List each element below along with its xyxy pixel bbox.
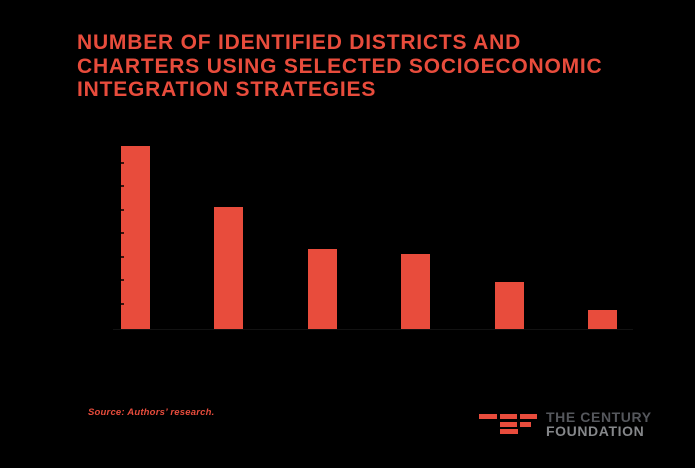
y-axis-tick (121, 279, 124, 281)
logo-dash (520, 414, 537, 419)
chart-title: NUMBER OF IDENTIFIED DISTRICTS AND CHART… (77, 31, 602, 102)
chart-title-line-3: INTEGRATION STRATEGIES (77, 78, 377, 101)
source-note: Source: Authors’ research. (88, 407, 215, 418)
y-axis-tick (121, 185, 124, 187)
bar (307, 249, 337, 329)
chart-title-line-1: NUMBER OF IDENTIFIED DISTRICTS AND (77, 31, 522, 54)
y-axis-tick (121, 208, 124, 211)
chart-title-line-2: CHARTERS USING SELECTED SOCIOECONOMIC (77, 54, 603, 78)
bar (401, 253, 431, 329)
bar (588, 310, 617, 329)
logo-dash (500, 422, 517, 427)
y-axis-tick (121, 161, 124, 164)
logo-dash (520, 422, 531, 427)
logo-dash (500, 414, 517, 419)
x-axis-baseline (113, 329, 633, 330)
tcf-logo-text: THE CENTURY FOUNDATION (546, 410, 652, 438)
bar (214, 206, 244, 329)
y-axis-tick (121, 302, 124, 305)
logo-dash (479, 414, 497, 419)
logo-text-line-1: THE CENTURY (546, 409, 652, 425)
y-axis-tick (121, 255, 124, 258)
logo-text-line-2: FOUNDATION (546, 423, 645, 439)
bar (494, 282, 524, 329)
logo-dash (500, 429, 518, 434)
y-axis-tick (121, 232, 124, 234)
tcf-logo-mark-icon (479, 414, 539, 435)
bar (121, 145, 150, 329)
